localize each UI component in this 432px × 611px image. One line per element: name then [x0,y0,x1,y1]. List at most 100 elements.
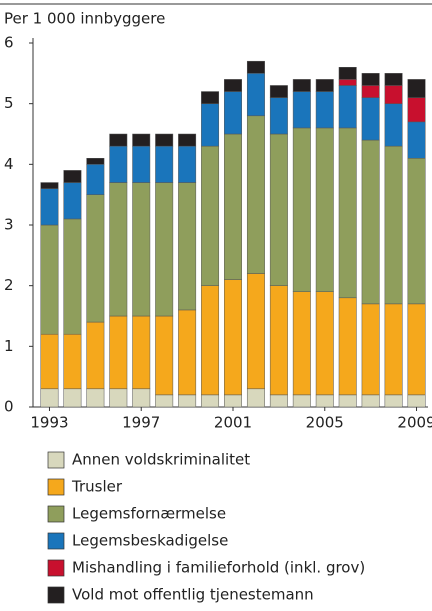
bar-segment [269,133,288,286]
x-tick-label: 1993 [30,414,68,432]
bar-segment [178,182,197,311]
bar-segment [155,145,174,183]
bar-segment [338,127,357,299]
bar-segment [246,388,265,408]
bar-segment [201,145,220,286]
bar-segment [63,333,82,390]
legend-label: Mishandling i familieforhold (inkl. grov… [72,559,365,577]
bar-segment [407,303,426,396]
bar-segment [315,127,334,292]
bar-segment [361,97,380,141]
bar-segment [109,145,128,183]
bar-segment [178,394,197,408]
legend-label: Legemsbeskadigelse [72,532,228,550]
bar-segment [63,218,82,335]
bar-segment [384,73,403,86]
bar-segment [292,291,311,396]
bar-segment [338,394,357,408]
bar-segment [292,127,311,292]
bar-segment [246,60,265,74]
bar-segment [361,73,380,86]
x-tick-label: 1997 [122,414,160,432]
bar-segment [224,279,242,396]
bar-segment [292,79,311,92]
bar-segment [201,285,220,396]
bar-segment [246,273,265,390]
bar-segment [315,291,334,396]
legend-swatch [47,478,65,496]
bar-segment [269,97,288,135]
bar-segment [132,388,151,408]
bar-segment [407,97,426,123]
bar-segment [86,194,105,323]
bar-segment [201,394,220,408]
bar-segment [40,188,59,226]
bar-segment [86,388,105,408]
bar-segment [86,158,105,165]
legend-label: Legemsfornærmelse [72,505,226,523]
legend-swatch [47,586,65,604]
bar-segment [63,388,82,408]
legend-swatch [47,505,65,523]
bar-segment [407,158,426,305]
bar-segment [224,79,242,92]
bar-segment [155,133,174,147]
bar-segment [269,85,288,98]
bar-segment [407,394,426,408]
bar-segment [109,388,128,408]
bar-segment [224,133,242,280]
legend-swatch [47,451,65,469]
y-tick-label: 6 [4,34,14,52]
bar-segment [109,182,128,317]
bar-segment [132,145,151,183]
bar-segment [361,394,380,408]
y-tick-label: 5 [4,94,14,112]
bar-segment [246,73,265,117]
y-tick-label: 2 [4,276,14,294]
bar-segment [132,315,151,390]
bar-segment [155,394,174,408]
bar-segment [63,182,82,220]
bar-segment [40,388,59,408]
bar-segment [40,333,59,390]
bar-segment [40,224,59,335]
bar-segment [132,182,151,317]
x-tick-label: 2001 [214,414,252,432]
bar-segment [246,115,265,274]
bar-segment [201,91,220,104]
bar-segment [315,91,334,129]
bar-segment [384,103,403,147]
bar-segment [338,85,357,129]
bar-segment [407,79,426,98]
bar-segment [224,91,242,135]
bar-segment [86,321,105,390]
bar-segment [132,133,151,147]
bar-segment [224,394,242,408]
bar-segment [361,303,380,396]
bar-segment [315,79,334,92]
bar-segment [338,297,357,396]
legend-swatch [47,559,65,577]
bar-segment [201,103,220,147]
bar-segment [63,170,82,183]
legend-label: Vold mot offentlig tjenestemann [72,586,314,604]
y-tick-label: 4 [4,155,14,173]
bar-segment [86,164,105,195]
bar-segment [155,315,174,396]
bar-segment [361,139,380,305]
bar-segment [269,285,288,396]
legend-swatch [47,532,65,550]
bar-segment [155,182,174,317]
bar-segment [292,91,311,129]
bar-segment [269,394,288,408]
bar-segment [384,303,403,396]
y-tick-label: 1 [4,337,14,355]
bar-segment [384,85,403,104]
bar-segment [384,145,403,305]
bar-segment [109,133,128,147]
legend-label: Annen voldskriminalitet [72,451,250,469]
bar-segment [361,85,380,98]
bar-segment [109,315,128,390]
bar-segment [338,79,357,86]
